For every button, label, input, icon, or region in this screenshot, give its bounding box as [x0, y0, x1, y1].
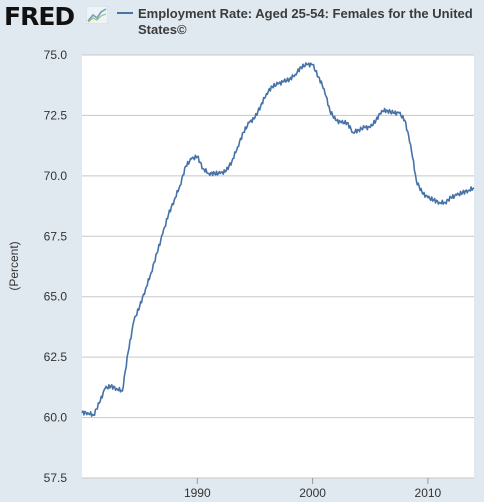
x-tick-label: 1990 [184, 486, 211, 500]
legend-swatch [117, 12, 133, 14]
y-tick-label: 60.0 [44, 411, 68, 425]
x-tick-label: 2000 [299, 486, 326, 500]
x-tick-label: 2010 [415, 486, 442, 500]
chart-title: Employment Rate: Aged 25-54: Females for… [138, 6, 473, 37]
y-tick-label: 62.5 [44, 350, 68, 364]
y-axis-label: (Percent) [7, 241, 21, 290]
series-line [81, 62, 475, 417]
line-chart-icon [86, 6, 108, 24]
y-tick-label: 57.5 [44, 471, 68, 485]
y-tick-label: 70.0 [44, 169, 68, 183]
plot-area [82, 55, 474, 478]
y-tick-label: 65.0 [44, 290, 68, 304]
fred-logo[interactable]: FRED [4, 2, 75, 31]
y-tick-label: 67.5 [44, 229, 68, 243]
y-tick-label: 72.5 [44, 108, 68, 122]
y-tick-label: 75.0 [44, 48, 68, 62]
